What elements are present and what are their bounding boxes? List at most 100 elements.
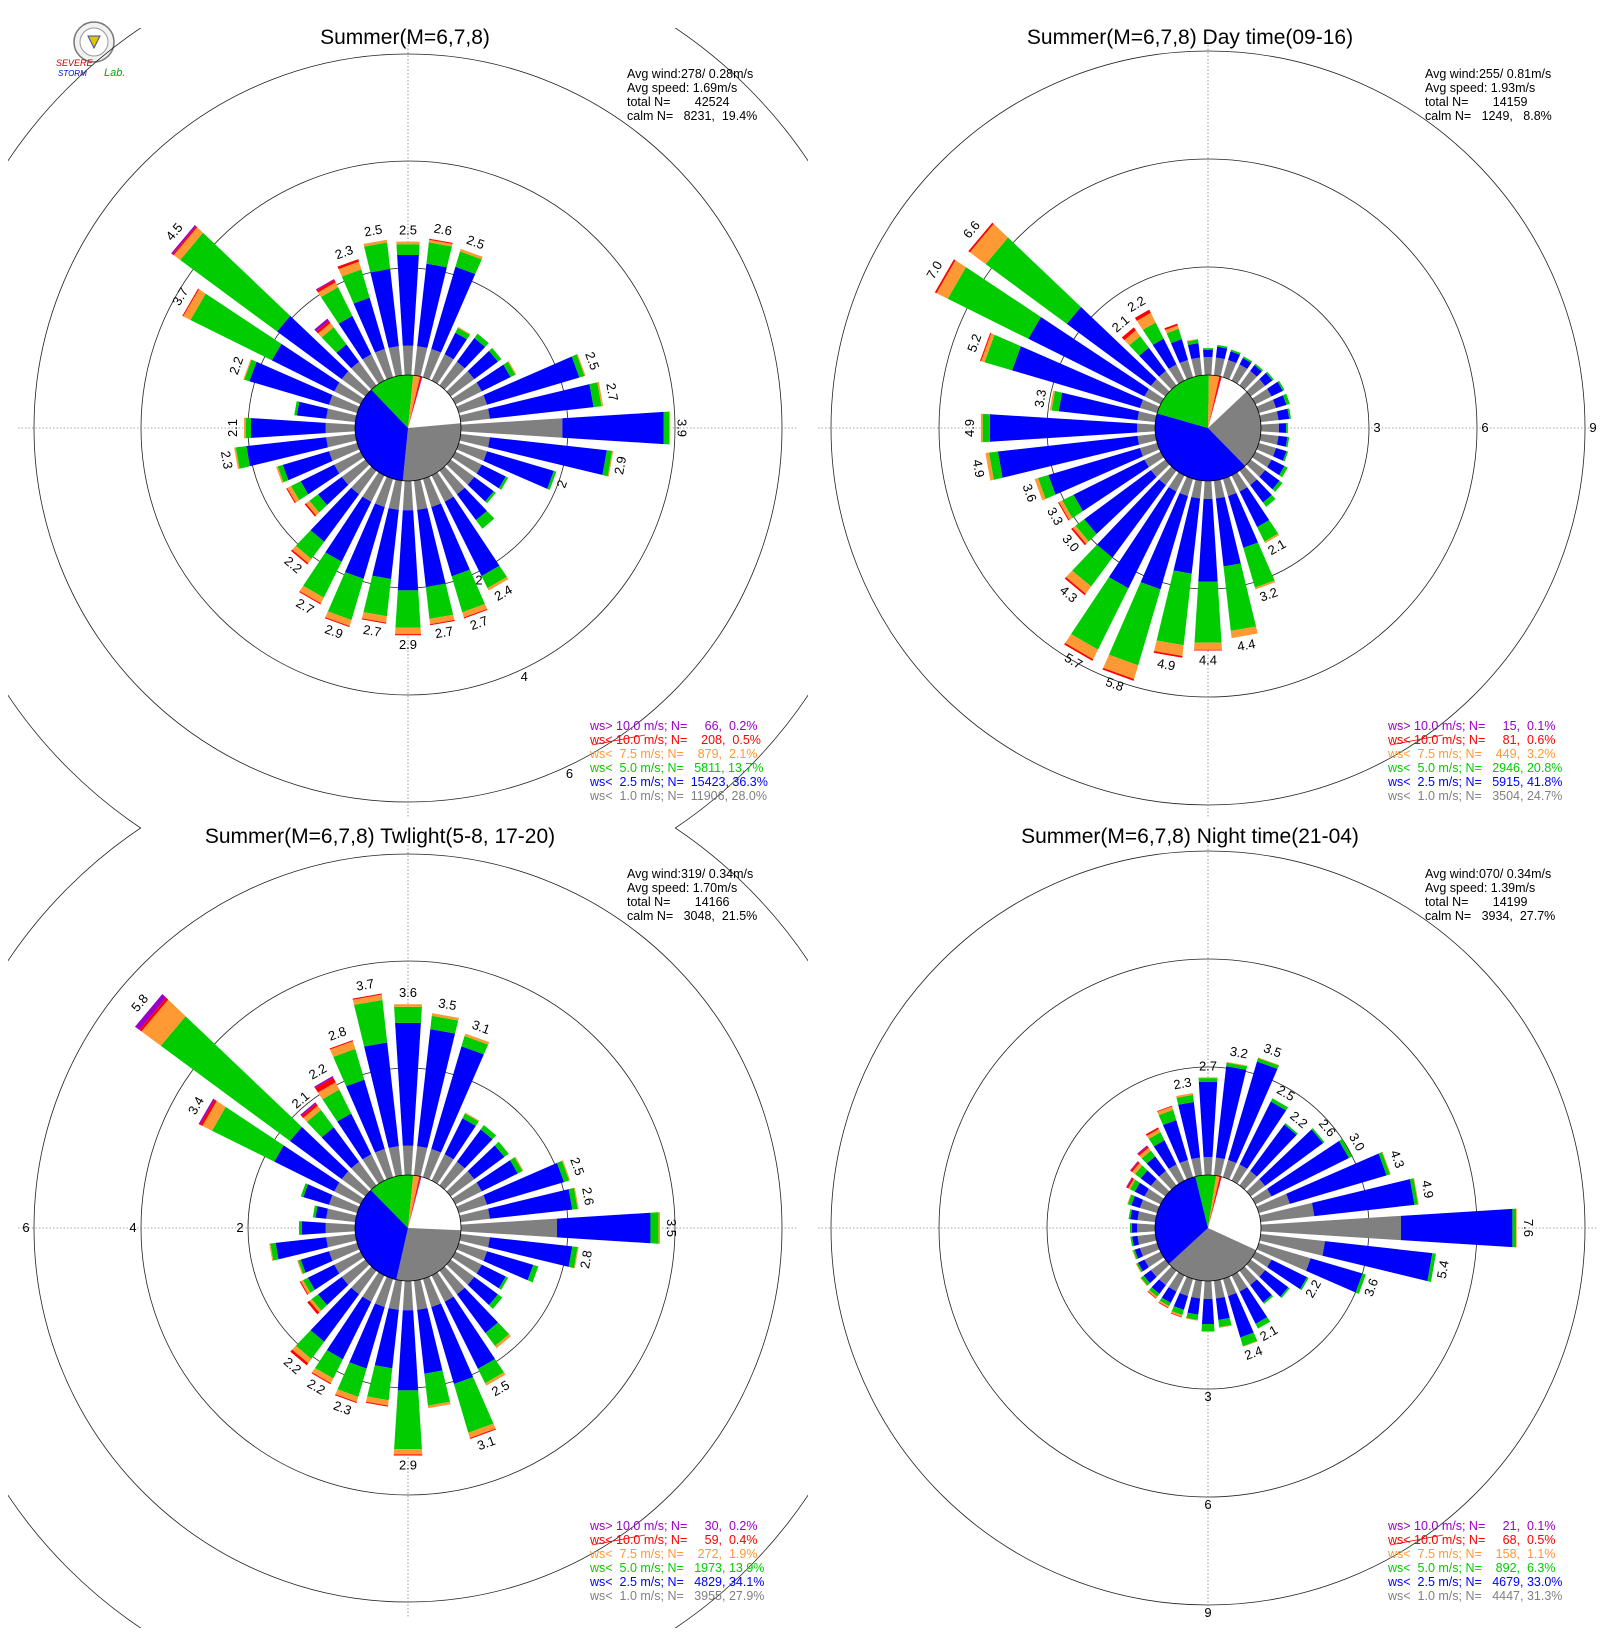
rose-bar-gray <box>1137 1233 1157 1245</box>
rose-bar-orange <box>1132 1162 1143 1175</box>
rose-bar-blue <box>1130 1209 1139 1221</box>
rose-bar-red <box>1130 1161 1140 1172</box>
rose-bar-green <box>1149 1287 1160 1297</box>
rose-bar-green <box>1130 1236 1134 1247</box>
rose-bar-gray <box>328 1242 360 1261</box>
rose-bar-gray <box>1179 359 1194 380</box>
rose-bar-gray <box>422 476 441 508</box>
rose-bar-gray <box>362 1154 385 1184</box>
rose-bar-blue <box>275 1237 328 1260</box>
rose-bar-green <box>1202 348 1214 350</box>
rose-bar-blue <box>374 1308 399 1369</box>
rose-bar-orange <box>1242 1340 1258 1347</box>
bar-value-label: 2.3 <box>331 1398 353 1418</box>
rose-bar-gray <box>413 1146 428 1177</box>
rose-bar-gray <box>456 395 488 414</box>
rose-bar-gray <box>328 1195 360 1214</box>
rose-bar-orange <box>303 1105 321 1122</box>
rose-bar-green <box>489 1294 503 1309</box>
bar-value-label: 3.6 <box>1361 1276 1381 1298</box>
bar-value-label: 2.7 <box>434 623 454 641</box>
rose-bar-blue <box>1239 1101 1287 1169</box>
rose-bar-red <box>429 238 453 244</box>
legend-entry-blue: ws< 2.5 m/s; N= 5915, 41.8% <box>1387 775 1562 789</box>
rose-bar-gray <box>388 479 403 510</box>
calm-pie-red <box>1208 376 1222 428</box>
rose-bar-blue <box>417 508 446 587</box>
rose-bar-red <box>172 226 198 256</box>
rose-bar-red <box>337 259 360 270</box>
rose-bar-green <box>1158 1109 1177 1125</box>
rose-bar-red <box>1145 1127 1159 1136</box>
rose-bar-green <box>474 333 489 347</box>
rose-bar-green <box>547 470 557 490</box>
rose-bar-blue <box>1173 1293 1188 1310</box>
rose-bar-orange <box>464 1033 490 1045</box>
rose-bar-gray <box>1246 459 1266 477</box>
rose-bar-green <box>1166 328 1182 344</box>
rose-bar-gray <box>1159 1170 1177 1190</box>
rose-bar-green <box>1280 1287 1290 1299</box>
rose-bar-gray <box>1179 1276 1194 1297</box>
bar-value-label: 2.9 <box>399 1457 417 1472</box>
bar-value-label: 3.2 <box>1229 1044 1249 1062</box>
rose-bar-blue <box>444 1118 476 1160</box>
rose-bar-orange <box>607 450 614 477</box>
rose-bar-green <box>1075 519 1097 542</box>
rose-bar-green <box>425 583 454 619</box>
rose-bar-orange <box>276 466 284 484</box>
bar-value-label: 4.9 <box>970 458 988 478</box>
rose-bar-orange <box>1139 1147 1151 1159</box>
rose-bar-orange <box>1226 1061 1248 1067</box>
rose-bar-green <box>211 1106 284 1162</box>
rose-bar-green <box>1378 1152 1391 1176</box>
rose-bar-green <box>1300 1277 1309 1291</box>
rose-bar-gray <box>1222 1276 1237 1297</box>
bar-value-label: 4.5 <box>163 220 186 243</box>
rose-bar-red <box>324 617 350 628</box>
rose-bar-red <box>430 619 455 626</box>
rose-bar-gray <box>459 433 490 448</box>
legend-strike <box>591 734 646 746</box>
rose-bar-gray <box>334 1251 364 1274</box>
rose-bar-green <box>485 1322 510 1347</box>
rose-bar-gray <box>446 1171 475 1197</box>
panel-title: Summer(M=6,7,8) <box>320 26 490 49</box>
rose-bar-orange <box>427 1401 451 1409</box>
rose-bar-blue <box>1228 351 1241 363</box>
calm-pie-blue <box>355 1190 408 1280</box>
lab-logo: SEVERE STORM Lab. <box>56 21 125 79</box>
legend-entry-purple: ws> 10.0 m/s; N= 30, 0.2% <box>589 1519 757 1533</box>
rose-bar-gray <box>375 476 394 508</box>
calm-pie-calm <box>1208 1176 1261 1251</box>
panel-title: Summer(M=6,7,8) Day time(09-16) <box>1027 26 1353 49</box>
bar-value-label: 3.5 <box>437 995 457 1013</box>
logo-text-lab: Lab. <box>104 67 125 79</box>
rose-bar-blue <box>1203 349 1213 358</box>
rose-bar-orange <box>243 359 252 380</box>
rose-bar-orange <box>234 447 240 470</box>
rose-bar-orange <box>1072 525 1089 544</box>
rose-bar-green <box>1270 1098 1289 1111</box>
rose-bar-orange <box>1132 1250 1137 1260</box>
rose-bar-blue <box>467 350 499 380</box>
bar-value-label: 4.9 <box>1419 1179 1437 1199</box>
ring-label: 2 <box>236 1220 243 1235</box>
bar-value-label: 3.7 <box>355 976 375 994</box>
ring-label: 9 <box>1589 420 1596 435</box>
rose-bar-green <box>300 1183 308 1198</box>
rose-bar-blue <box>1267 459 1285 476</box>
rose-bar-blue <box>1152 338 1177 369</box>
rose-bar-orange <box>1230 626 1258 639</box>
ring-label: 3 <box>1204 1389 1211 1404</box>
rose-bar-green <box>277 464 289 483</box>
calm-pie-green <box>1195 1175 1217 1228</box>
rose-bar-gray <box>328 395 360 414</box>
rose-bar-green <box>985 237 1081 324</box>
rose-bar-green <box>503 361 516 378</box>
rose-bar-blue <box>989 414 1138 442</box>
rose-bar-orange <box>325 611 352 627</box>
rose-bar-blue <box>1401 1208 1513 1248</box>
rose-bar-gray <box>1150 459 1170 477</box>
rose-bar-blue <box>289 1126 349 1180</box>
